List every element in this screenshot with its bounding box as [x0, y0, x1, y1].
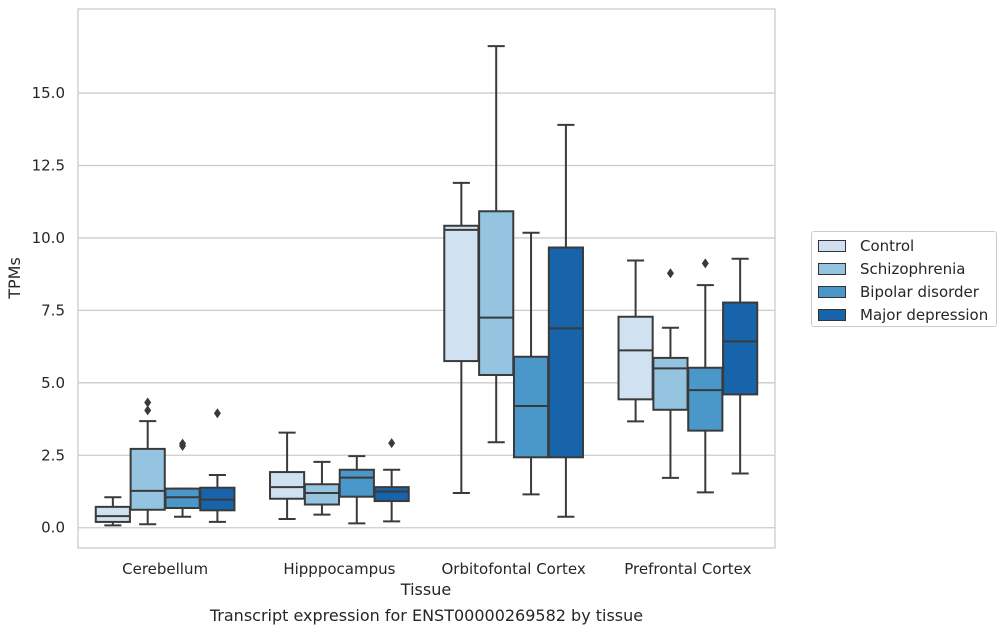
outlier-point	[144, 397, 152, 408]
legend-swatch-schizophrenia	[818, 263, 846, 275]
x-tick-labels: Cerebellum Hipppocampus Orbitofontal Corte…	[122, 560, 751, 578]
legend-item-schizophrenia: Schizophrenia	[818, 258, 965, 280]
box-groups	[94, 45, 759, 527]
outlier-point	[388, 438, 396, 449]
gridlines	[78, 92, 775, 529]
x-axis-label: Tissue	[400, 580, 451, 599]
outlier-point	[179, 438, 187, 449]
box	[512, 231, 550, 496]
outlier-point	[666, 268, 674, 279]
box	[164, 438, 201, 518]
legend-label-schizophrenia: Schizophrenia	[860, 260, 966, 278]
box	[338, 455, 375, 525]
box	[722, 257, 759, 475]
x-tick-label: Prefrontal Cortex	[624, 560, 751, 578]
y-tick-label: 7.5	[41, 301, 65, 319]
legend-swatch-major-depression	[818, 309, 846, 321]
box	[199, 408, 236, 523]
box-body	[373, 486, 410, 503]
box	[443, 181, 480, 494]
box	[269, 431, 306, 521]
box-body	[512, 355, 550, 459]
outlier-point	[213, 408, 221, 419]
box-body	[652, 356, 689, 411]
legend-item-bipolar-disorder: Bipolar disorder	[818, 281, 979, 303]
box-body	[338, 468, 375, 498]
box-body	[303, 483, 341, 506]
y-tick-label: 5.0	[41, 374, 65, 392]
box	[478, 45, 515, 444]
y-tick-label: 2.5	[41, 446, 65, 464]
box-body	[478, 210, 515, 376]
y-tick-label: 12.5	[32, 156, 65, 174]
box	[94, 496, 131, 527]
chart-caption: Transcript expression for ENST0000026958…	[209, 606, 644, 625]
legend-swatch-bipolar-disorder	[818, 286, 846, 298]
y-tick-label: 15.0	[32, 84, 65, 102]
box-body	[94, 505, 131, 523]
box-body	[722, 301, 759, 396]
outlier-point	[144, 405, 152, 416]
legend-label-major-depression: Major depression	[860, 306, 989, 324]
legend-label-control: Control	[860, 237, 915, 255]
box-body	[687, 366, 724, 432]
legend-label-bipolar-disorder: Bipolar disorder	[860, 283, 979, 301]
box-body	[547, 246, 584, 459]
legend-item-control: Control	[818, 235, 914, 257]
x-tick-label: Orbitofontal Cortex	[442, 560, 586, 578]
box-body	[617, 315, 654, 401]
y-tick-label: 0.0	[41, 519, 65, 537]
box	[547, 123, 584, 518]
box	[617, 259, 654, 423]
plot-frame	[77, 8, 776, 549]
box	[129, 397, 166, 526]
box	[303, 460, 341, 516]
legend-swatch-control	[818, 240, 846, 252]
box	[652, 268, 689, 479]
legend-item-major-depression: Major depression	[818, 304, 988, 326]
box-body	[443, 224, 480, 363]
box-body	[269, 471, 306, 500]
box	[373, 438, 410, 523]
legend: Control Schizophrenia Bipolar disorder M…	[811, 231, 997, 327]
box	[687, 258, 724, 494]
x-tick-label: Hipppocampus	[283, 560, 395, 578]
box-body	[164, 487, 201, 510]
y-tick-label: 10.0	[32, 229, 65, 247]
y-tick-labels: 0.0 2.5 5.0 7.5 10.0 12.5 15.0	[32, 84, 65, 537]
y-axis-label: TPMs	[5, 257, 24, 300]
outlier-point	[701, 258, 709, 269]
x-tick-label: Cerebellum	[122, 560, 208, 578]
box-body	[129, 447, 166, 511]
